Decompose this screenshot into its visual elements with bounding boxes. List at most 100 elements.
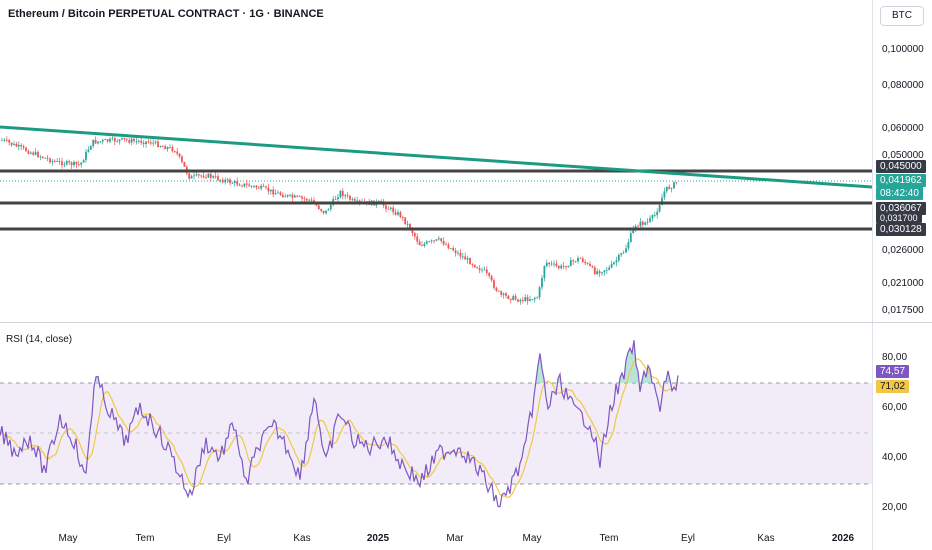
candle-body xyxy=(217,176,219,181)
candle-body xyxy=(178,153,181,157)
candle-body xyxy=(457,252,459,254)
candle-body xyxy=(322,210,325,214)
candle-body xyxy=(245,183,248,185)
candle-body xyxy=(159,146,162,148)
candle-body xyxy=(197,174,200,176)
candle-body xyxy=(241,185,243,187)
candle-body xyxy=(125,139,128,141)
candle-body xyxy=(665,186,668,192)
candle-body xyxy=(190,176,193,179)
candle-body xyxy=(519,299,522,302)
candle-body xyxy=(118,139,121,142)
candle-body xyxy=(250,186,253,187)
candle-body xyxy=(433,240,435,242)
candle-body xyxy=(130,138,133,143)
candle-body xyxy=(531,299,534,301)
candle-body xyxy=(440,238,443,241)
time-label: Tem xyxy=(599,533,619,544)
candle-body xyxy=(152,142,155,144)
candle-body xyxy=(464,256,467,260)
candle-body xyxy=(214,176,217,177)
candle-body xyxy=(401,217,404,218)
candle-body xyxy=(421,245,423,247)
rsi-indicator-label[interactable]: RSI (14, close) xyxy=(6,334,73,345)
candle-body xyxy=(257,187,260,189)
candle-body xyxy=(505,293,507,296)
candle-body xyxy=(164,146,167,150)
candle-body xyxy=(653,215,656,216)
rsi-tick: 60,00 xyxy=(882,402,908,413)
descending-trendline[interactable] xyxy=(0,125,872,189)
candle-body xyxy=(555,263,558,267)
rsi-overbought-segment xyxy=(96,376,98,383)
candle-body xyxy=(149,142,152,144)
candle-body xyxy=(56,160,59,162)
candle-body xyxy=(651,215,654,219)
rsi-overbought-fill xyxy=(96,340,670,383)
currency-button[interactable]: BTC xyxy=(880,6,924,26)
candle-body xyxy=(334,199,337,200)
candle-body xyxy=(637,226,639,227)
candle-body xyxy=(569,260,572,267)
candle-body xyxy=(73,161,75,166)
candle-body xyxy=(346,195,349,197)
candle-body xyxy=(560,265,563,269)
time-label: Kas xyxy=(293,533,311,544)
candle-body xyxy=(471,264,474,266)
candle-body xyxy=(154,141,157,143)
candle-body xyxy=(289,194,291,196)
time-label: 2026 xyxy=(831,533,855,544)
candle-body xyxy=(229,179,231,184)
candle-body xyxy=(195,174,198,176)
candle-body xyxy=(536,297,539,299)
candle-body xyxy=(281,194,284,198)
candle-body xyxy=(166,147,169,150)
candle-body xyxy=(135,140,138,142)
candle-body xyxy=(413,233,416,237)
candle-body xyxy=(445,244,447,246)
rsi-pane[interactable] xyxy=(0,322,872,550)
candle-body xyxy=(87,149,90,152)
candle-body xyxy=(253,185,255,187)
candle-body xyxy=(337,197,339,200)
candle-body xyxy=(209,173,212,178)
pane-divider[interactable] xyxy=(0,322,932,323)
candle-body xyxy=(617,254,620,261)
candle-body xyxy=(613,262,615,265)
price-tick: 0,080000 xyxy=(882,80,924,91)
candle-body xyxy=(574,261,577,263)
candle-body xyxy=(341,190,344,197)
candle-body xyxy=(608,267,611,270)
candle-body xyxy=(291,194,294,198)
candle-body xyxy=(329,204,332,210)
candle-body xyxy=(577,257,579,262)
candle-body xyxy=(113,138,116,142)
candle-body xyxy=(171,147,174,152)
candle-body xyxy=(293,195,296,198)
candle-body xyxy=(226,179,229,181)
candle-body xyxy=(454,250,457,254)
candle-body xyxy=(298,196,301,198)
candle-body xyxy=(663,191,666,198)
time-label: Kas xyxy=(757,533,775,544)
candle-body xyxy=(27,151,30,154)
rsi-tick: 20,00 xyxy=(882,502,908,513)
candle-body xyxy=(133,138,135,141)
hidden-price-tag: 0,031700 xyxy=(876,214,922,223)
candle-body xyxy=(248,184,251,187)
candle-body xyxy=(296,195,299,197)
candle-body xyxy=(447,244,450,249)
candle-body xyxy=(1,139,3,141)
price-tick: 0,017500 xyxy=(882,305,924,316)
price-pane[interactable] xyxy=(0,0,872,322)
price-tick: 0,100000 xyxy=(882,44,924,55)
candle-body xyxy=(327,209,330,211)
candle-body xyxy=(344,195,347,197)
candle-body xyxy=(224,179,227,183)
candle-body xyxy=(593,267,596,275)
candle-body xyxy=(200,175,203,177)
candle-body xyxy=(188,173,191,179)
candle-body xyxy=(649,218,651,222)
candle-body xyxy=(356,200,359,202)
candle-body xyxy=(641,221,644,225)
